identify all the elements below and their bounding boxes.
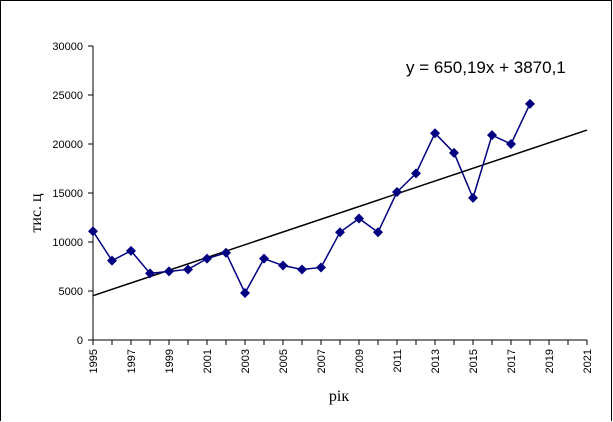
trendline [92, 129, 588, 297]
y-tick-label: 30000 [52, 41, 83, 53]
y-axis-title: тис. ц [28, 193, 45, 233]
x-tick-label: 1997 [126, 349, 138, 373]
x-tick-label: 2021 [582, 349, 594, 373]
data-point-marker [259, 253, 269, 264]
x-tick-label: 1999 [164, 349, 176, 373]
x-tick-label: 2005 [278, 349, 290, 373]
data-point-marker [525, 98, 535, 109]
y-tick-label: 20000 [52, 139, 83, 151]
data-point-marker [164, 266, 174, 277]
y-tick-label: 5000 [59, 286, 83, 298]
data-point-marker [202, 253, 212, 264]
y-tick-label: 15000 [52, 188, 83, 200]
data-point-marker [354, 213, 364, 224]
data-point-marker [240, 287, 250, 298]
x-tick-label: 2001 [202, 349, 214, 373]
y-tick-label: 0 [77, 335, 83, 347]
x-tick-label: 2011 [392, 349, 404, 373]
data-point-marker [335, 227, 345, 238]
series-line [92, 103, 531, 295]
data-point-marker [145, 268, 155, 279]
data-point-marker [506, 139, 516, 149]
x-axis-ticks: 1995 1997 1999 2001 2003 2005 2007 2009 2011 2013… [88, 340, 594, 373]
y-axis-ticks: 0 5000 10000 15000 20000 25000 30000 [52, 41, 93, 347]
x-tick-label: 2017 [506, 349, 518, 373]
x-axis-title: рік [329, 388, 349, 405]
data-point-marker [278, 260, 288, 271]
y-tick-label: 25000 [52, 90, 83, 102]
data-point-marker [107, 255, 117, 266]
data-point-marker [316, 262, 326, 273]
x-tick-label: 1995 [88, 349, 100, 373]
x-tick-label: 2019 [544, 349, 556, 373]
data-point-marker [449, 147, 459, 158]
x-tick-label: 2007 [316, 349, 328, 373]
data-series [88, 98, 535, 298]
data-point-marker [221, 247, 231, 258]
data-point-marker [392, 187, 402, 198]
x-tick-label: 2003 [240, 349, 252, 373]
x-tick-label: 2015 [468, 349, 480, 373]
data-point-marker [468, 192, 478, 203]
data-point-marker [297, 264, 307, 275]
y-tick-label: 10000 [52, 237, 83, 249]
data-point-marker [373, 227, 383, 238]
data-point-marker [126, 245, 136, 256]
data-point-marker [88, 226, 98, 237]
x-tick-label: 2009 [354, 349, 366, 373]
trendline-equation: y = 650,19x + 3870,1 [406, 58, 566, 77]
data-point-marker [430, 128, 440, 139]
data-point-marker [183, 264, 193, 275]
data-point-marker [487, 130, 497, 141]
x-tick-label: 2013 [430, 349, 442, 373]
data-point-marker [411, 168, 421, 179]
